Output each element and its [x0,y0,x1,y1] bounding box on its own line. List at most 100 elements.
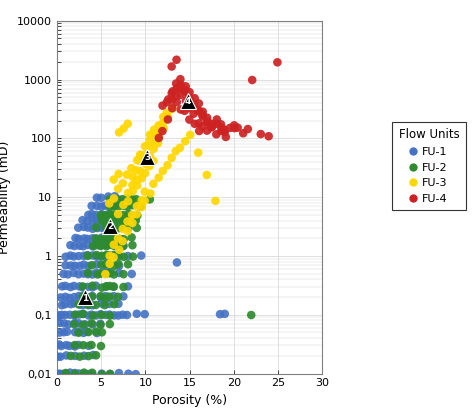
Point [71,320,79,326]
Point [101,218,109,225]
Point [66,295,73,301]
Point [133,176,141,183]
Point [89,243,97,250]
Point [54,312,62,319]
Point [190,101,197,107]
Point [221,129,228,135]
Point [146,153,154,159]
Point [106,253,114,260]
Point [97,294,104,301]
Point [79,283,87,290]
Point [75,271,82,278]
Point [119,243,127,249]
Point [71,342,79,349]
Point [71,329,79,335]
Point [138,204,146,210]
Point [125,210,132,217]
Point [56,320,64,326]
Point [84,212,92,218]
Point [115,129,123,136]
Point [173,80,180,87]
Point [177,76,184,83]
Point [75,328,83,335]
Point [107,218,114,225]
Point [128,165,135,171]
Point [128,242,136,249]
Point [146,143,154,149]
Point [93,203,100,209]
Point [115,236,122,242]
Point [106,312,114,319]
Point [79,322,87,328]
Point [199,113,207,120]
Point [85,329,92,335]
Point [123,312,131,318]
Point [89,284,96,290]
Point [71,371,79,377]
Point [56,312,64,319]
Point [106,235,114,242]
Point [203,127,211,134]
Point [212,131,220,138]
Point [71,294,78,300]
Point [203,115,211,121]
Point [217,121,225,128]
Point [195,100,203,107]
Point [66,369,74,376]
Point [146,137,154,144]
Point [211,198,219,204]
Point [123,171,131,178]
Point [56,371,64,377]
Point [58,283,66,290]
Point [132,371,139,378]
Point [76,301,83,308]
Point [106,311,113,318]
Point [181,88,189,95]
Point [133,310,141,317]
Point [138,197,146,204]
Point [137,168,144,175]
Point [199,108,207,115]
Point [92,312,100,319]
Point [124,195,131,202]
Point [159,128,166,134]
Point [85,342,92,349]
Point [67,262,74,269]
Point [83,236,91,242]
Point [92,252,100,259]
Point [98,225,106,231]
Point [88,342,95,348]
Point [106,212,114,218]
Point [70,300,78,307]
Point [119,196,127,203]
Point [110,301,118,308]
Point [119,226,127,232]
Point [186,132,194,138]
Point [97,243,105,249]
Point [71,321,78,327]
Point [115,196,122,203]
Point [208,121,216,127]
Point [80,252,88,259]
Point [164,96,172,103]
Point [168,154,175,161]
Point [80,371,88,377]
Point [177,106,184,113]
Point [102,261,109,268]
Point [89,282,96,289]
Point [141,188,148,195]
Point [54,354,62,360]
Point [101,295,109,301]
Point [88,203,95,209]
Point [107,225,114,231]
Point [98,300,105,307]
Point [168,63,175,70]
Point [137,252,145,259]
Point [85,371,92,377]
Point [115,261,122,267]
Point [89,302,96,309]
Point [62,371,70,378]
Point [111,193,118,200]
Point [177,92,184,98]
Point [101,242,109,248]
